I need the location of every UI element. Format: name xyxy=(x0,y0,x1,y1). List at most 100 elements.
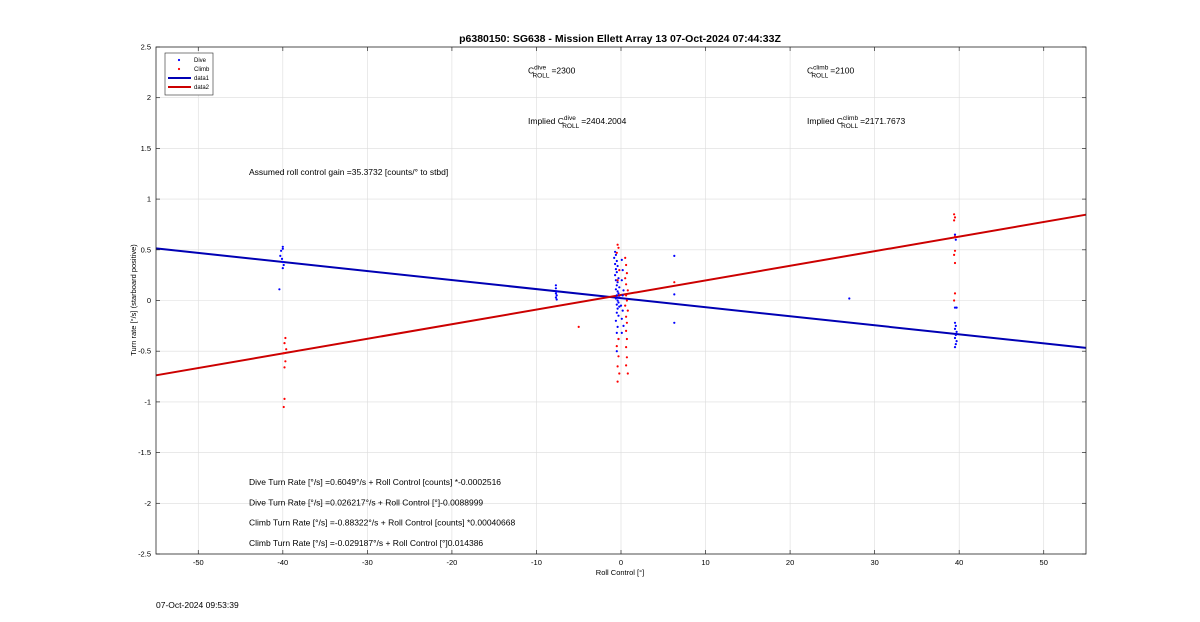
legend: Dive Climb data1 data2 xyxy=(164,52,214,96)
y-tick-label: 2 xyxy=(147,93,151,102)
x-tick-label: 40 xyxy=(955,558,963,567)
dive-point xyxy=(279,254,282,257)
y-tick-label: 1.5 xyxy=(141,144,151,153)
annotations: Cdive ROLL=2300 Cclimb ROLL=2100 Implied Cdi… xyxy=(249,64,905,548)
y-tick-label: 1 xyxy=(147,195,151,204)
dive-point xyxy=(281,267,284,270)
dive-point xyxy=(616,290,619,293)
croll-annotation: Implied Cdive ROLL=2404.2004 xyxy=(528,115,627,130)
dive-point xyxy=(953,327,957,330)
dive-point xyxy=(955,330,958,333)
dive-point xyxy=(620,258,623,261)
dive-point xyxy=(954,343,957,346)
dive-point xyxy=(618,296,621,299)
x-tick-label: 30 xyxy=(870,558,878,567)
y-tick-label: -1 xyxy=(144,397,151,406)
dive-point xyxy=(620,331,623,334)
climb-point xyxy=(625,337,629,341)
dive-point xyxy=(615,350,618,353)
climb-point xyxy=(673,281,676,284)
climb-point xyxy=(617,337,620,341)
climb-point xyxy=(953,292,957,295)
dive-point xyxy=(613,256,616,259)
dive-point xyxy=(554,296,558,299)
dive-point xyxy=(614,319,618,322)
dive-point xyxy=(953,306,957,309)
dive-point xyxy=(281,260,284,264)
data1-fit-line xyxy=(155,247,1087,349)
dive-point xyxy=(955,306,958,309)
climb-point xyxy=(953,213,956,216)
data-points xyxy=(278,213,958,409)
climb-point xyxy=(625,346,628,349)
y-tick-label: 2.5 xyxy=(141,43,151,52)
dive-point xyxy=(614,262,617,266)
dive-point xyxy=(615,294,618,297)
x-tick-label: 20 xyxy=(786,558,794,567)
dive-point xyxy=(848,297,851,300)
dive-point xyxy=(281,247,284,250)
dive-point xyxy=(954,324,957,327)
dive-point xyxy=(622,289,625,292)
dive-point xyxy=(617,301,620,304)
dive-point xyxy=(953,346,957,349)
dive-point xyxy=(555,294,558,297)
dive-point xyxy=(278,288,281,291)
dive-point xyxy=(618,305,621,308)
legend-label-data1: data1 xyxy=(194,76,210,82)
climb-point xyxy=(615,345,618,348)
climb-point xyxy=(625,283,628,286)
climb-point xyxy=(615,251,618,254)
dive-point xyxy=(953,233,957,236)
dive-point xyxy=(617,292,620,295)
climb-point xyxy=(616,279,619,282)
dive-point xyxy=(614,274,617,277)
y-tick-label: 0.5 xyxy=(141,245,151,254)
dive-point xyxy=(953,321,957,324)
climb-point xyxy=(616,365,619,368)
climb-point xyxy=(624,304,627,307)
chart-title: p6380150: SG638 - Mission Ellett Array 1… xyxy=(459,33,781,45)
dive-point xyxy=(280,257,284,260)
climb-point xyxy=(617,246,620,249)
climb-point xyxy=(618,269,621,272)
y-tick-label: -2.5 xyxy=(138,550,151,559)
legend-marker-dive xyxy=(177,58,181,62)
dive-point xyxy=(615,331,618,334)
dive-point xyxy=(615,284,618,287)
fit-lines xyxy=(155,213,1087,377)
legend-label-climb: Climb xyxy=(194,67,210,73)
x-tick-label: -20 xyxy=(446,558,457,567)
y-tick-label: 0 xyxy=(147,296,151,305)
climb-point xyxy=(953,216,957,219)
climb-point xyxy=(625,294,628,297)
croll-annotation: Implied Cclimb ROLL=2171.7673 xyxy=(807,115,905,130)
climb-point xyxy=(282,352,285,355)
dive-point xyxy=(616,281,619,284)
dive-point xyxy=(614,268,618,271)
climb-point xyxy=(285,348,288,351)
climb-point xyxy=(625,329,628,332)
climb-point xyxy=(617,355,620,358)
climb-point xyxy=(618,372,621,375)
climb-point xyxy=(953,249,957,252)
dive-point xyxy=(614,288,618,291)
y-axis-label: Turn rate [°/s] (starboard positive) xyxy=(129,244,138,356)
croll-annotation: Cdive ROLL=2300 xyxy=(528,64,576,79)
dive-point xyxy=(616,307,619,310)
dive-point xyxy=(622,324,625,327)
dive-point xyxy=(554,284,558,287)
annotation-text: Climb Turn Rate [°/s] =-0.88322°/s + Rol… xyxy=(249,518,515,528)
dive-point xyxy=(616,325,619,328)
dive-point xyxy=(555,298,558,301)
climb-point xyxy=(284,360,287,363)
climb-point xyxy=(624,256,627,259)
axis-ticks: -50 -40 -30 -20 -10 0 10 20 30 40 50-2.5-2-1.5-1-0… xyxy=(138,43,1086,567)
croll-annotation: Cclimb ROLL=2100 xyxy=(807,64,854,79)
dive-point xyxy=(619,304,623,307)
x-tick-label: -40 xyxy=(277,558,288,567)
x-tick-label: 50 xyxy=(1040,558,1048,567)
x-tick-label: 10 xyxy=(701,558,709,567)
dive-point xyxy=(614,279,618,282)
